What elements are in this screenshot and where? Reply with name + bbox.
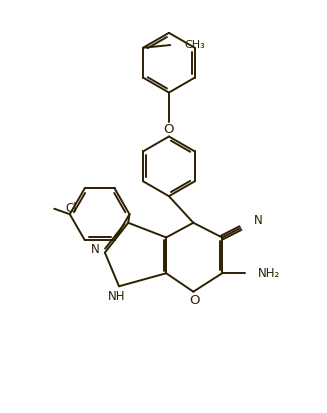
Text: O: O bbox=[164, 123, 174, 136]
Text: NH: NH bbox=[108, 290, 125, 303]
Text: CH₃: CH₃ bbox=[185, 40, 206, 50]
Text: N: N bbox=[254, 214, 263, 227]
Text: NH₂: NH₂ bbox=[257, 267, 280, 280]
Text: N: N bbox=[91, 243, 99, 256]
Text: Cl: Cl bbox=[65, 202, 77, 215]
Text: O: O bbox=[189, 294, 200, 307]
